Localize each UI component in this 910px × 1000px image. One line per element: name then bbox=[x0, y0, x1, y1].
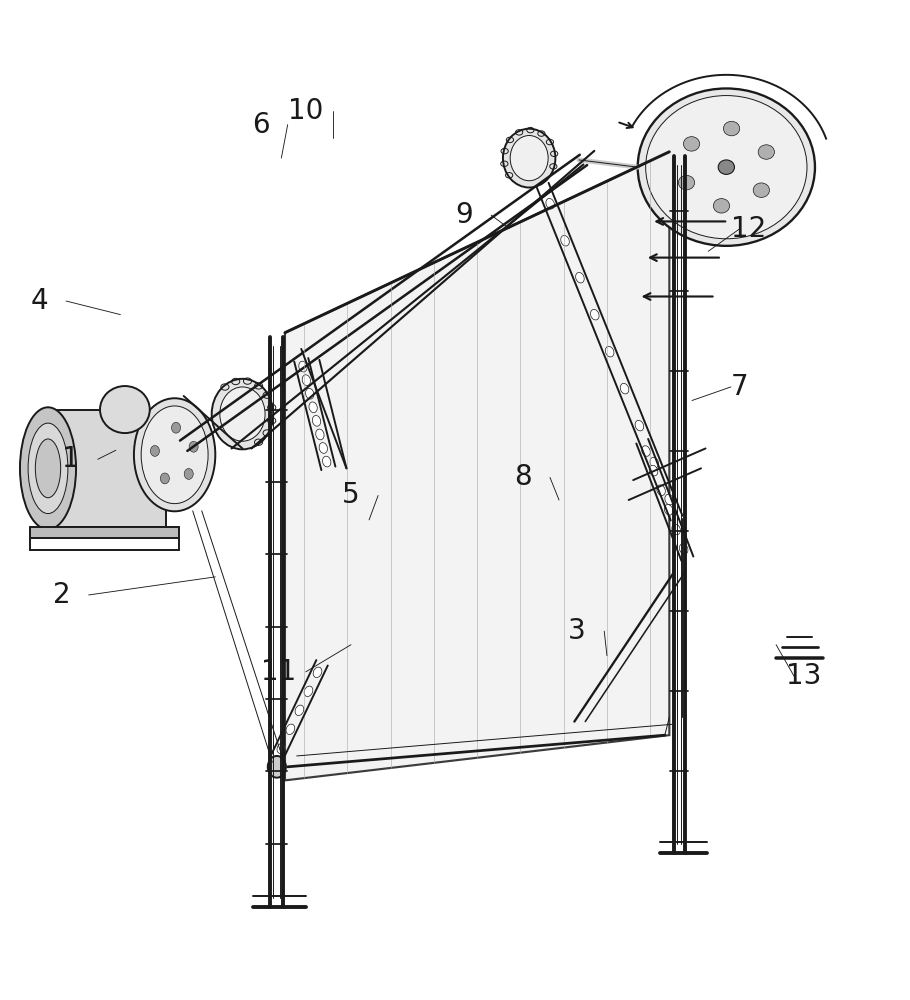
Ellipse shape bbox=[189, 441, 198, 452]
Text: 3: 3 bbox=[568, 617, 586, 645]
Ellipse shape bbox=[642, 446, 651, 456]
Ellipse shape bbox=[322, 456, 331, 467]
Ellipse shape bbox=[268, 756, 286, 778]
Ellipse shape bbox=[591, 309, 599, 320]
Ellipse shape bbox=[649, 465, 658, 476]
Ellipse shape bbox=[683, 137, 700, 151]
Ellipse shape bbox=[605, 346, 614, 357]
Ellipse shape bbox=[546, 198, 554, 209]
Ellipse shape bbox=[141, 406, 208, 504]
Polygon shape bbox=[285, 152, 670, 780]
Text: 4: 4 bbox=[30, 287, 47, 315]
Text: 9: 9 bbox=[455, 201, 473, 229]
Ellipse shape bbox=[171, 422, 180, 433]
Ellipse shape bbox=[561, 235, 570, 246]
Ellipse shape bbox=[723, 121, 740, 136]
Ellipse shape bbox=[304, 686, 313, 696]
Ellipse shape bbox=[286, 724, 295, 734]
Ellipse shape bbox=[680, 544, 688, 554]
Ellipse shape bbox=[638, 88, 815, 246]
Ellipse shape bbox=[621, 383, 629, 394]
Ellipse shape bbox=[20, 407, 76, 529]
Ellipse shape bbox=[678, 175, 694, 190]
Ellipse shape bbox=[28, 423, 68, 514]
Ellipse shape bbox=[665, 494, 673, 505]
Ellipse shape bbox=[309, 402, 318, 413]
Ellipse shape bbox=[635, 420, 643, 431]
Ellipse shape bbox=[160, 473, 169, 484]
Ellipse shape bbox=[134, 398, 216, 511]
Text: 6: 6 bbox=[252, 111, 269, 139]
Polygon shape bbox=[30, 527, 179, 538]
Text: 8: 8 bbox=[514, 463, 531, 491]
Ellipse shape bbox=[650, 457, 659, 468]
Ellipse shape bbox=[298, 361, 307, 372]
Ellipse shape bbox=[503, 129, 555, 188]
Ellipse shape bbox=[718, 160, 734, 174]
Text: 1: 1 bbox=[62, 445, 79, 473]
Ellipse shape bbox=[313, 667, 322, 677]
Ellipse shape bbox=[316, 429, 324, 440]
Ellipse shape bbox=[302, 375, 310, 386]
Ellipse shape bbox=[277, 743, 286, 753]
Text: 12: 12 bbox=[732, 215, 766, 243]
Ellipse shape bbox=[511, 136, 548, 181]
Ellipse shape bbox=[35, 439, 61, 498]
Text: 7: 7 bbox=[731, 373, 749, 401]
Ellipse shape bbox=[657, 485, 665, 495]
Ellipse shape bbox=[672, 524, 681, 535]
Text: 11: 11 bbox=[261, 658, 297, 686]
Ellipse shape bbox=[664, 505, 672, 515]
Polygon shape bbox=[48, 410, 166, 527]
Ellipse shape bbox=[713, 199, 730, 213]
Ellipse shape bbox=[576, 272, 584, 283]
Text: 5: 5 bbox=[342, 481, 359, 509]
Ellipse shape bbox=[220, 387, 265, 441]
Ellipse shape bbox=[312, 416, 320, 426]
Ellipse shape bbox=[753, 183, 770, 197]
Ellipse shape bbox=[319, 443, 328, 453]
Ellipse shape bbox=[184, 468, 193, 479]
Text: 13: 13 bbox=[785, 662, 821, 690]
Ellipse shape bbox=[150, 446, 159, 456]
Ellipse shape bbox=[306, 388, 314, 399]
Ellipse shape bbox=[212, 379, 273, 449]
Ellipse shape bbox=[295, 705, 304, 715]
Ellipse shape bbox=[646, 96, 807, 239]
Text: 2: 2 bbox=[53, 581, 70, 609]
Text: 10: 10 bbox=[288, 97, 323, 125]
Ellipse shape bbox=[758, 145, 774, 159]
Ellipse shape bbox=[100, 386, 150, 433]
